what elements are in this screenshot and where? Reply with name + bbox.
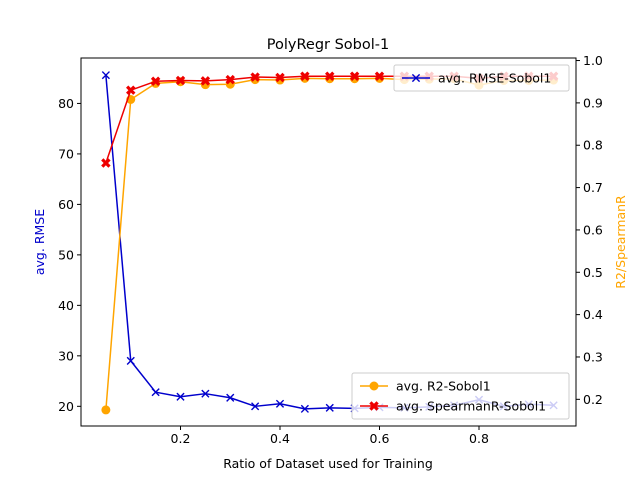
plot-frame — [80, 57, 577, 427]
y-left-tick-label: 50 — [58, 247, 74, 262]
series-3-point — [349, 71, 360, 81]
y-left-tick-label: 80 — [58, 96, 74, 111]
y-right-tick-label: 0.2 — [583, 392, 603, 407]
legend-right-axis: avg. R2-Sobol1 avg. SpearmanR-Sobol1 — [351, 372, 570, 420]
y-right-tick-label: 0.4 — [583, 307, 603, 322]
series-3-point — [175, 75, 186, 86]
series-1-point — [176, 392, 185, 401]
legend-right-axis-label: avg. SpearmanR-Sobol1 — [396, 399, 546, 414]
y-left-tick-label: 20 — [58, 399, 74, 414]
series-2-point — [101, 405, 111, 415]
legend-right-axis-frame — [351, 372, 570, 420]
y-left-tick-label: 30 — [58, 348, 74, 363]
series-3-point — [225, 74, 235, 85]
legend-left-axis: avg. RMSE-Sobol1 — [393, 64, 570, 92]
chart-title: PolyRegr Sobol-1 — [267, 37, 389, 53]
series-3-point — [250, 72, 260, 82]
series-1-point — [201, 389, 210, 398]
y-right-tick-label: 0.8 — [583, 138, 603, 153]
x-tick-label: 0.6 — [370, 431, 390, 446]
series-1-point — [300, 404, 309, 413]
y-right-tick-label: 0.9 — [583, 95, 603, 110]
series-1-point — [251, 402, 260, 411]
series-1-point — [126, 356, 135, 365]
x-tick-label: 0.2 — [171, 431, 191, 446]
y-axis-right-title: R2/SpearmanR — [613, 195, 628, 289]
x-axis-title: Ratio of Dataset used for Training — [223, 456, 433, 471]
series-1-point — [325, 403, 334, 412]
legends: avg. RMSE-Sobol1 avg. R2-Sobol1 avg. Spear… — [351, 64, 570, 420]
y-left-tick-label: 40 — [58, 298, 74, 313]
series-3-point — [374, 71, 385, 81]
legend-right-axis-label: avg. R2-Sobol1 — [396, 379, 491, 394]
series-3-point — [325, 71, 335, 81]
y-right-tick-label: 0.7 — [583, 180, 603, 195]
y-axis-left-title: avg. RMSE — [32, 209, 47, 275]
legend-left-axis-label: avg. RMSE-Sobol1 — [438, 71, 551, 86]
axes: 0.2 0.4 0.6 0.8 20 30 40 50 60 70 80 0.2 0.3 0.4 0.5 0.… — [58, 53, 603, 446]
legend-right-axis-swatch-marker — [369, 401, 379, 411]
series-3-point — [200, 76, 211, 86]
series-3-point — [275, 72, 285, 83]
y-right-tick-label: 0.6 — [583, 222, 603, 237]
legend-left-axis-frame — [393, 64, 570, 92]
series-3-point — [300, 71, 310, 81]
y-right-tick-label: 0.3 — [583, 349, 603, 364]
y-left-tick-label: 60 — [58, 197, 74, 212]
x-tick-label: 0.8 — [469, 431, 489, 446]
series-1-point — [275, 399, 285, 408]
legend-right-axis-swatch-marker — [369, 381, 379, 391]
series-1-point — [151, 388, 160, 397]
x-tick-label: 0.4 — [270, 431, 290, 446]
y-right-tick-label: 0.5 — [583, 265, 603, 280]
series-1-point — [226, 393, 235, 402]
series-3-point — [150, 76, 161, 87]
series-1-point — [101, 71, 110, 80]
series-3-point — [126, 85, 136, 95]
legend-left-axis-swatch-marker — [411, 73, 421, 83]
series-3-point — [101, 158, 111, 168]
y-right-tick-label: 1.0 — [583, 53, 603, 68]
y-left-tick-label: 70 — [58, 146, 74, 161]
